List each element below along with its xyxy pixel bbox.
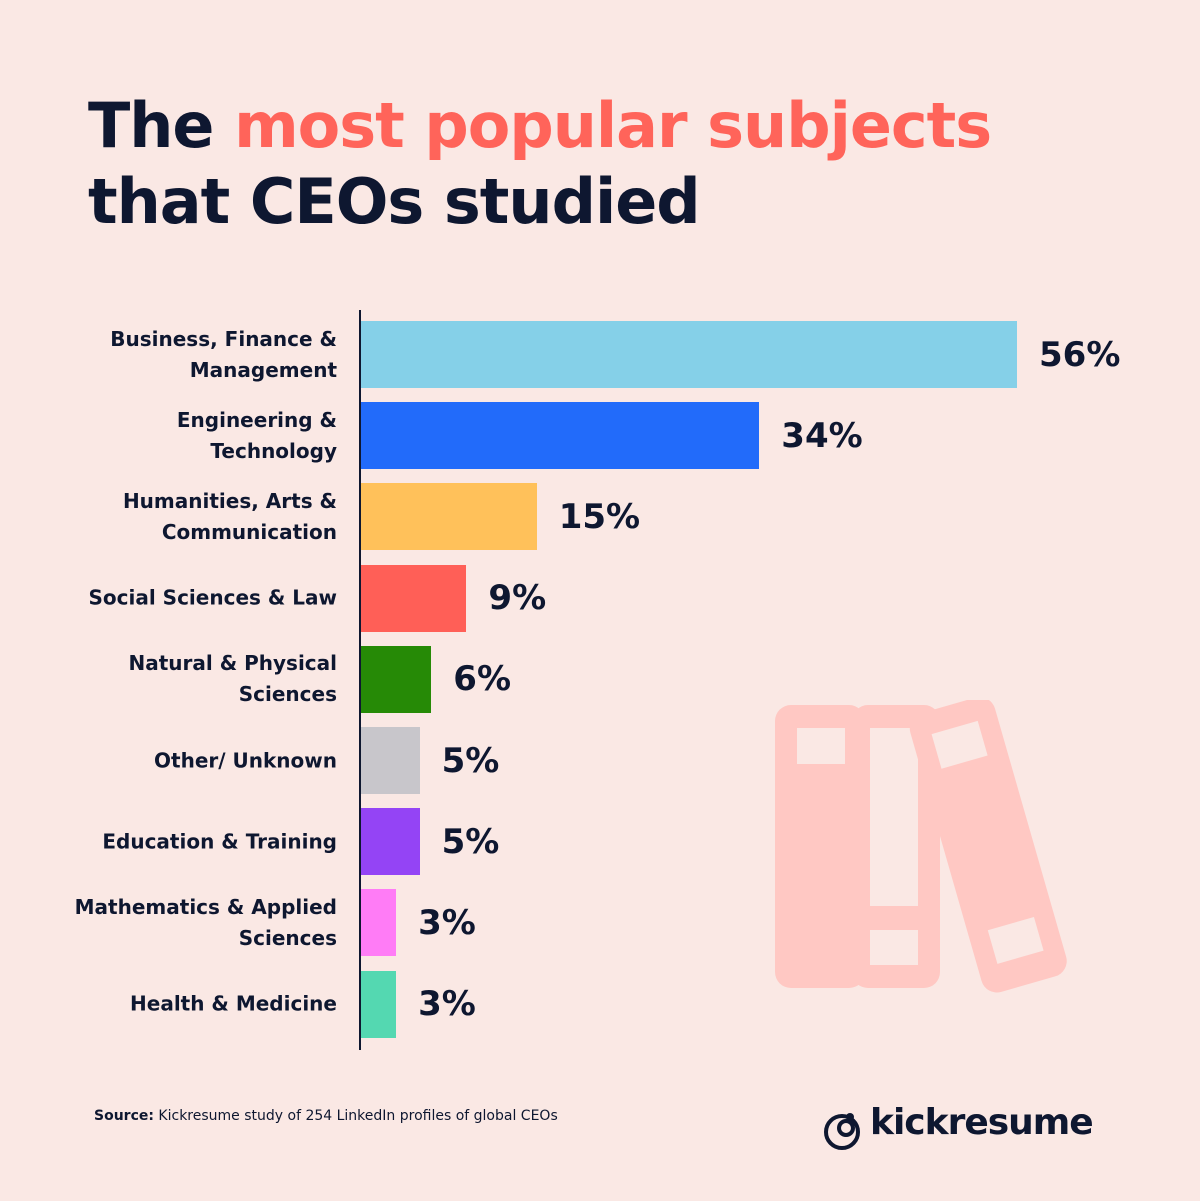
value-label: 56% [1039, 334, 1121, 375]
category-label: Humanities, Arts & Communication [122, 488, 337, 544]
category-label: Business, Finance & Management [110, 326, 337, 382]
bar [361, 727, 420, 794]
category-label: Natural & Physical Sciences [128, 651, 337, 707]
value-label: 6% [453, 659, 512, 700]
brand: kickresume [870, 1102, 1094, 1143]
books-illustration [775, 700, 1067, 993]
value-label: 9% [488, 578, 547, 619]
value-label: 34% [781, 415, 863, 456]
value-label: 15% [558, 496, 641, 537]
bar [361, 483, 537, 551]
bar [361, 645, 432, 713]
category-label: Mathematics & Applied Sciences [74, 894, 337, 950]
bar [361, 321, 1017, 388]
bar [361, 808, 420, 876]
title-part: that CEOs studied [88, 165, 701, 238]
source: Source: Kickresume study of 254 LinkedIn… [94, 1108, 558, 1124]
value-label: 5% [441, 740, 500, 781]
category-label: Engineering & Technology [176, 407, 337, 463]
bar [361, 889, 397, 957]
brand-logo [824, 1113, 860, 1150]
chart-title: The most popular subjects that CEOs studi… [88, 88, 992, 240]
title-part: The [88, 89, 214, 162]
axis-line [359, 310, 361, 1050]
source-label: Source: [94, 1108, 154, 1124]
value-label: 3% [418, 984, 476, 1025]
source-text: Kickresume study of 254 LinkedIn profile… [158, 1108, 558, 1124]
category-label: Other/ Unknown [154, 748, 337, 772]
value-label: 5% [441, 821, 500, 862]
value-label: 3% [418, 902, 476, 943]
category-label: Education & Training [102, 829, 337, 854]
category-label: Health & Medicine [130, 991, 337, 1016]
category-label: Social Sciences & Law [88, 585, 338, 610]
bar [361, 564, 467, 632]
bar [361, 970, 397, 1038]
bar [361, 402, 760, 470]
title-highlight: most popular subjects [234, 89, 992, 162]
